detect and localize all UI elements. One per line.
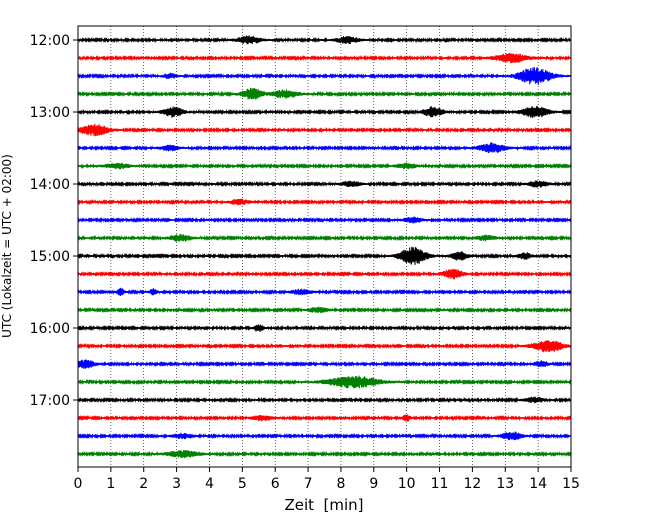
x-tick-label: 2 bbox=[139, 476, 148, 492]
trace-row bbox=[77, 431, 572, 441]
x-tick-label: 8 bbox=[336, 476, 345, 492]
seismic-traces bbox=[77, 35, 572, 459]
x-tick-label: 4 bbox=[205, 476, 214, 492]
trace-row bbox=[77, 142, 572, 154]
x-tick-label: 11 bbox=[431, 476, 449, 492]
trace-row bbox=[77, 162, 572, 170]
trace-row bbox=[77, 35, 572, 45]
x-tick-label: 13 bbox=[496, 476, 514, 492]
x-tick-label: 10 bbox=[398, 476, 416, 492]
x-tick-label: 14 bbox=[529, 476, 547, 492]
x-tick-label: 1 bbox=[106, 476, 115, 492]
y-axis-label: UTC (Lokalzeit = UTC + 02:00) bbox=[0, 154, 14, 338]
trace-row bbox=[77, 287, 572, 296]
x-axis-ticks: 0 1 2 3 4 5 6 7 8 9 10 11 12 13 14 15 bbox=[74, 467, 580, 492]
trace-row bbox=[77, 233, 572, 242]
trace-row bbox=[77, 67, 572, 85]
trace-row bbox=[77, 340, 572, 353]
plot-area-frame bbox=[77, 25, 572, 468]
trace-row bbox=[77, 324, 572, 332]
trace-row bbox=[77, 216, 572, 224]
y-tick-label: 14:00 bbox=[30, 177, 70, 193]
trace-row bbox=[77, 375, 572, 389]
x-tick-label: 9 bbox=[369, 476, 378, 492]
trace-row bbox=[77, 53, 572, 64]
trace-row bbox=[77, 359, 572, 369]
trace-row bbox=[77, 246, 572, 265]
trace-row bbox=[77, 105, 572, 118]
x-axis-label: Zeit [min] bbox=[284, 496, 363, 514]
x-tick-label: 15 bbox=[562, 476, 580, 492]
trace-row bbox=[77, 87, 572, 100]
y-tick-label: 17:00 bbox=[30, 393, 70, 409]
y-tick-label: 12:00 bbox=[30, 33, 70, 49]
x-tick-label: 5 bbox=[238, 476, 247, 492]
y-tick-label: 16:00 bbox=[30, 321, 70, 337]
trace-row bbox=[77, 414, 572, 423]
trace-row bbox=[77, 396, 572, 404]
y-tick-label: 15:00 bbox=[30, 249, 70, 265]
trace-row bbox=[77, 268, 572, 280]
trace-row bbox=[77, 198, 572, 206]
x-tick-label: 3 bbox=[172, 476, 181, 492]
trace-row bbox=[77, 180, 572, 188]
trace-row bbox=[77, 123, 572, 137]
x-tick-label: 0 bbox=[74, 476, 83, 492]
x-tick-label: 12 bbox=[463, 476, 481, 492]
x-tick-label: 6 bbox=[271, 476, 280, 492]
y-tick-label: 13:00 bbox=[30, 105, 70, 121]
y-axis-ticks: 12:00 13:00 14:00 15:00 16:00 17:00 bbox=[30, 33, 78, 409]
x-tick-label: 7 bbox=[304, 476, 313, 492]
trace-row bbox=[77, 449, 572, 459]
trace-row bbox=[77, 306, 572, 314]
